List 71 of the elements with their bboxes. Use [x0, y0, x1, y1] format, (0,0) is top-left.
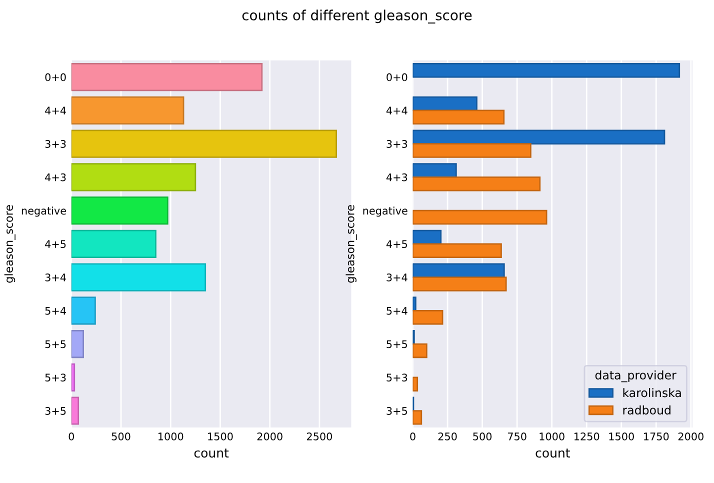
y-tick-label: 3+4 — [45, 274, 66, 282]
y-tick-label: negative — [22, 206, 66, 217]
y-tick-label: 3+3 — [386, 140, 408, 148]
chart-title: counts of different gleason_score — [242, 10, 472, 24]
bar — [71, 163, 196, 192]
x-axis-title: count — [536, 448, 570, 458]
bar — [412, 176, 541, 192]
y-tick-label: 4+5 — [45, 240, 66, 248]
x-tick-label: 1000 — [158, 432, 184, 440]
x-tick-label: 750 — [508, 432, 526, 440]
bar — [412, 263, 505, 278]
bar — [412, 110, 505, 124]
y-tick-label: 4+3 — [386, 173, 408, 182]
y-tick-label: 3+5 — [45, 406, 66, 415]
bar — [412, 310, 444, 325]
x-tick-label: 1500 — [208, 432, 233, 440]
bar — [71, 330, 84, 358]
bar — [412, 376, 418, 392]
bar — [71, 263, 206, 292]
bar — [412, 130, 666, 144]
bar — [412, 143, 532, 158]
bar — [412, 210, 548, 225]
y-tick-label: 5+4 — [45, 307, 66, 315]
y-tick-label: 0+0 — [45, 73, 66, 82]
x-tick-label: 1250 — [574, 432, 600, 440]
y-tick-label: 4+4 — [45, 106, 66, 114]
x-tick-label: 250 — [438, 432, 457, 440]
x-tick-label: 1000 — [540, 432, 564, 440]
y-tick-label: 5+5 — [386, 340, 407, 348]
x-tick-label: 500 — [473, 432, 492, 440]
x-tick-label: 2000 — [257, 432, 282, 440]
y-tick-label: 3+5 — [386, 406, 407, 415]
x-tick-label: 0 — [410, 432, 416, 440]
y-tick-label: 5+3 — [45, 374, 66, 382]
y-axis-title: gleason_score — [346, 205, 357, 283]
y-tick-label: 4+4 — [386, 106, 408, 114]
y-tick-label: 3+4 — [386, 274, 408, 282]
legend-label: karolinska — [623, 388, 681, 398]
legend-label: radboud — [623, 405, 670, 415]
y-tick-label: 4+5 — [386, 240, 407, 248]
legend-title: data_provider — [595, 370, 676, 382]
y-tick-label: 5+5 — [45, 340, 66, 348]
bar — [412, 296, 416, 312]
bar — [71, 363, 76, 392]
y-tick-label: negative — [363, 206, 408, 217]
y-tick-label: 3+3 — [45, 140, 66, 148]
y-tick-label: 4+3 — [45, 173, 66, 182]
bar — [71, 230, 156, 258]
bar — [71, 130, 338, 158]
bar — [71, 63, 263, 92]
bar — [412, 410, 422, 425]
x-tick-label: 1500 — [609, 432, 634, 440]
bar — [71, 196, 168, 225]
x-axis-title: count — [194, 448, 229, 458]
y-axis-title: gleason_score — [4, 205, 16, 283]
bar — [412, 163, 457, 178]
x-tick-label: 2500 — [306, 432, 332, 440]
y-tick-label: 0+0 — [386, 73, 408, 82]
x-tick-label: 500 — [112, 432, 130, 440]
bar — [412, 243, 502, 258]
x-tick-label: 1750 — [644, 432, 669, 440]
bar — [71, 96, 184, 124]
bar — [412, 276, 507, 292]
bar — [71, 296, 96, 325]
x-tick-label: 0 — [68, 432, 74, 440]
y-tick-label: 5+4 — [386, 307, 408, 315]
bar — [412, 343, 428, 358]
y-tick-label: 5+3 — [386, 374, 408, 382]
x-tick-label: 2000 — [678, 432, 704, 440]
bar — [71, 396, 80, 425]
bar — [412, 63, 680, 78]
